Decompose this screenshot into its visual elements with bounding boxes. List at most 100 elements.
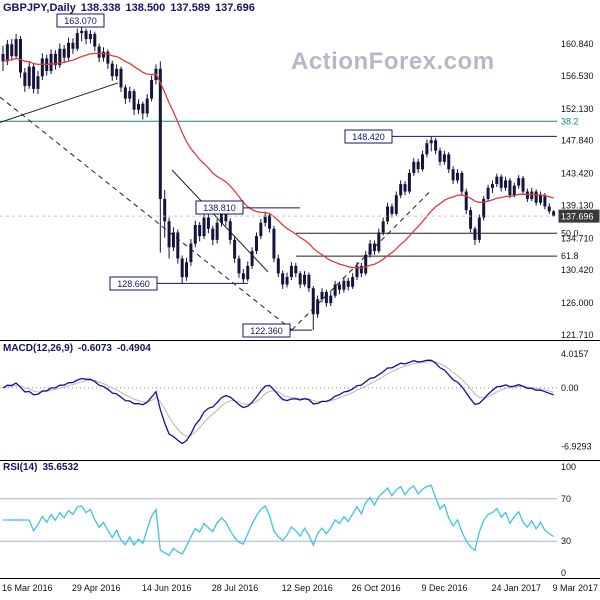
candle-body <box>193 225 197 244</box>
candle-body <box>342 280 346 290</box>
candle-body <box>311 288 315 315</box>
candle-body <box>36 76 40 89</box>
candle-body <box>106 51 110 64</box>
rsi-axis-tick: 0 <box>561 568 566 578</box>
candle-body <box>189 243 193 263</box>
candle-body <box>211 228 215 240</box>
candle-body <box>495 176 499 185</box>
macd-signal-value: -0.4904 <box>116 343 151 354</box>
candle-body <box>110 63 114 77</box>
chart-title: GBPJPY,Daily 138.338 138.500 137.589 137.696 <box>3 2 260 14</box>
candle-body <box>355 265 359 278</box>
date-label: 24 Jan 2017 <box>491 583 541 593</box>
candle-body <box>469 210 473 229</box>
candle-body <box>67 42 71 58</box>
date-label: 28 Jul 2016 <box>212 583 259 593</box>
candle-body <box>93 33 97 47</box>
candle-body <box>504 180 508 188</box>
candle-body <box>176 232 180 259</box>
candle-body <box>530 191 534 199</box>
candle-body <box>403 184 407 192</box>
candle-body <box>268 215 272 229</box>
date-label: 16 Mar 2016 <box>2 583 53 593</box>
main-price-panel: 163.070 148.420 138.810 128.660 122.360 <box>0 13 557 338</box>
candle-body <box>477 217 481 240</box>
candle-body <box>464 191 468 211</box>
macd-panel <box>0 359 557 445</box>
candle-body <box>386 206 390 222</box>
macd-axis-tick: 0.00 <box>561 383 579 393</box>
date-label: 12 Sep 2016 <box>282 583 333 593</box>
candle-body <box>329 295 333 304</box>
rsi-value: 35.6532 <box>42 462 79 473</box>
price-axis-tick: 152.130 <box>561 104 594 114</box>
candle-body <box>185 262 189 278</box>
candle-body <box>202 217 206 237</box>
rsi-line <box>3 484 554 557</box>
rsi-axis-tick: 70 <box>561 494 571 504</box>
candle-body <box>486 187 490 199</box>
candle-body <box>97 46 101 58</box>
price-axis-tick: 126.000 <box>561 298 594 308</box>
dashed-trendline <box>0 96 293 331</box>
price-axis-tick: 160.840 <box>561 39 594 49</box>
candle-body <box>381 221 385 233</box>
candle-body <box>158 68 162 199</box>
candle-body <box>390 206 394 214</box>
candle-body <box>233 239 237 259</box>
candle-body <box>399 184 403 196</box>
macd-main-line <box>2 359 554 445</box>
candle-body <box>84 30 88 40</box>
candle-body <box>23 72 27 86</box>
candle-body <box>285 277 289 285</box>
candle-body <box>521 178 525 192</box>
candle-body <box>351 277 355 287</box>
candle-body <box>508 180 512 196</box>
candle-body <box>163 198 167 222</box>
candle-body <box>115 68 119 77</box>
candle-body <box>80 30 84 34</box>
candle-body <box>451 169 455 181</box>
candle-body <box>62 48 66 58</box>
candle-body <box>289 265 293 278</box>
candle-body <box>272 228 276 259</box>
candle-body <box>10 44 14 57</box>
candle-body <box>307 274 311 289</box>
candle-body <box>547 206 551 212</box>
candle-body <box>18 39 22 73</box>
candle-body <box>53 53 57 66</box>
candle-body <box>455 172 459 181</box>
price-axis-tick: 121.710 <box>561 330 594 340</box>
high-value: 138.500 <box>125 2 166 14</box>
candle-body <box>254 236 258 252</box>
candle-body <box>499 176 503 188</box>
candle-body <box>32 66 36 89</box>
candle-body <box>14 39 18 57</box>
low-value: 137.589 <box>170 2 211 14</box>
price-callout-box <box>56 13 105 28</box>
candle-body <box>534 191 538 203</box>
fib-level-label: 38.2 <box>561 116 579 126</box>
candle-body <box>119 68 123 88</box>
macd-name: MACD(12,26,9) <box>3 343 74 354</box>
candle-body <box>364 254 368 274</box>
candle-body <box>298 273 302 285</box>
fib-level-label: 61.8 <box>561 251 579 261</box>
price-callout-text: 163.070 <box>64 16 97 26</box>
candle-body <box>460 172 464 192</box>
candle-body <box>434 140 438 151</box>
price-axis-tick: 134.710 <box>561 233 594 243</box>
price-axis-tick: 156.530 <box>561 71 594 81</box>
candle-body <box>539 195 543 203</box>
candle-body <box>473 228 477 240</box>
candle-body <box>220 212 223 223</box>
candle-body <box>150 79 154 99</box>
candle-body <box>377 232 381 252</box>
rsi-axis-tick: 100 <box>561 462 576 472</box>
candle-body <box>145 98 149 114</box>
price-callout-text: 138.810 <box>203 203 236 213</box>
symbol-timeframe-label: GBPJPY,Daily <box>3 2 76 14</box>
candle-body <box>88 33 92 40</box>
